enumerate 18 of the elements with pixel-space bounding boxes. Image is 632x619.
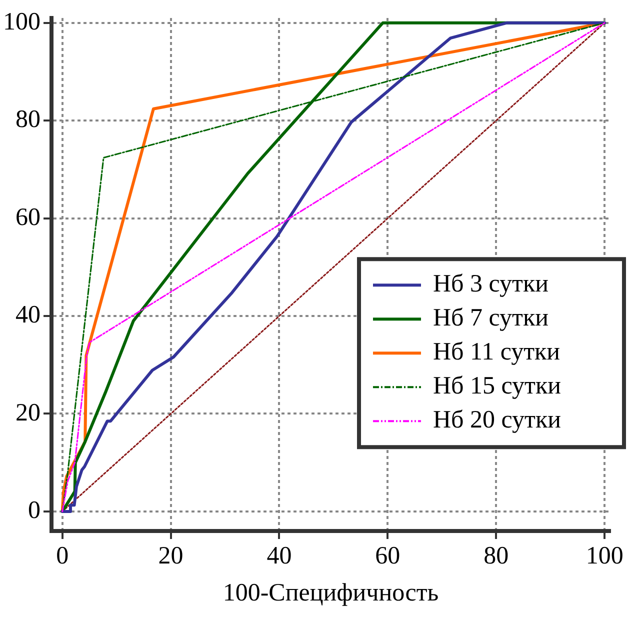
x-tick-label: 60 [375, 542, 400, 570]
legend-label: Нб 11 сутки [433, 338, 560, 366]
legend-label: Нб 3 сутки [433, 270, 548, 298]
x-tick-label: 40 [266, 542, 292, 570]
legend-label: Нб 15 сутки [433, 372, 561, 400]
x-axis-title: 100-Специфичность [222, 580, 439, 607]
y-tick-label: 40 [16, 302, 40, 329]
legend-label: Нб 7 сутки [433, 304, 548, 332]
x-tick-label: 20 [158, 542, 184, 570]
legend-label: Нб 20 сутки [433, 406, 561, 434]
x-tick-label: 0 [56, 542, 69, 570]
y-tick-label: 0 [28, 497, 40, 524]
y-tick-label: 100 [3, 8, 40, 36]
y-tick-label: 80 [16, 106, 40, 134]
x-tick-label: 80 [484, 542, 509, 570]
y-tick-label: 20 [16, 399, 40, 426]
y-tick-label: 60 [16, 204, 40, 231]
x-tick-label: 100 [586, 542, 624, 570]
